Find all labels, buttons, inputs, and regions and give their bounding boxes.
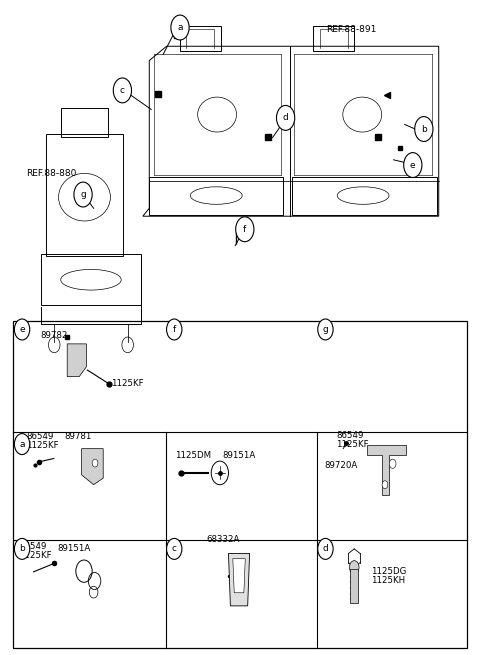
Text: 1125KH: 1125KH (371, 576, 405, 586)
Circle shape (415, 117, 433, 141)
Text: d: d (283, 113, 288, 122)
Circle shape (14, 319, 30, 340)
Circle shape (318, 538, 333, 559)
Circle shape (92, 459, 98, 467)
Polygon shape (67, 344, 86, 377)
Text: e: e (410, 160, 416, 170)
Text: d: d (323, 544, 328, 553)
Text: a: a (19, 440, 25, 449)
Text: 1125DM: 1125DM (175, 451, 211, 460)
Text: 1125KF: 1125KF (26, 441, 59, 450)
Circle shape (74, 182, 92, 207)
Text: f: f (243, 225, 246, 234)
Circle shape (113, 78, 132, 103)
Text: a: a (177, 23, 183, 32)
Circle shape (167, 538, 182, 559)
Polygon shape (82, 449, 103, 485)
Polygon shape (233, 559, 245, 593)
Text: 1125KF: 1125KF (111, 379, 144, 388)
Circle shape (404, 153, 422, 178)
Text: 68332A: 68332A (206, 535, 240, 544)
Circle shape (349, 561, 359, 574)
Text: b: b (421, 124, 427, 134)
Text: 89781: 89781 (65, 432, 92, 441)
Text: 89720A: 89720A (324, 460, 357, 470)
Text: 89782: 89782 (41, 331, 68, 340)
Circle shape (171, 15, 189, 40)
Text: g: g (323, 325, 328, 334)
Circle shape (389, 459, 396, 468)
Text: 1125KF: 1125KF (336, 440, 369, 449)
Circle shape (14, 538, 30, 559)
Circle shape (236, 217, 254, 242)
Polygon shape (367, 445, 406, 495)
Text: 86549: 86549 (336, 431, 363, 440)
Text: 89151A: 89151A (222, 451, 255, 460)
Text: f: f (173, 325, 176, 334)
Circle shape (276, 105, 295, 130)
Polygon shape (228, 553, 250, 606)
Polygon shape (350, 569, 358, 603)
Text: 1125DG: 1125DG (371, 567, 407, 576)
Text: c: c (172, 544, 177, 553)
Text: 86549: 86549 (26, 432, 54, 441)
Text: c: c (120, 86, 125, 95)
Text: 86549: 86549 (19, 542, 47, 552)
Circle shape (14, 434, 30, 455)
Bar (13, 321, 467, 648)
Text: b: b (19, 544, 25, 553)
Text: REF.88-880: REF.88-880 (26, 169, 77, 178)
Text: g: g (80, 190, 86, 199)
Text: 89151A: 89151A (58, 544, 91, 553)
Text: 1125KF: 1125KF (19, 551, 52, 560)
Circle shape (167, 319, 182, 340)
Circle shape (382, 481, 388, 489)
Text: e: e (19, 325, 25, 334)
Text: REF.88-891: REF.88-891 (326, 25, 377, 34)
Circle shape (318, 319, 333, 340)
